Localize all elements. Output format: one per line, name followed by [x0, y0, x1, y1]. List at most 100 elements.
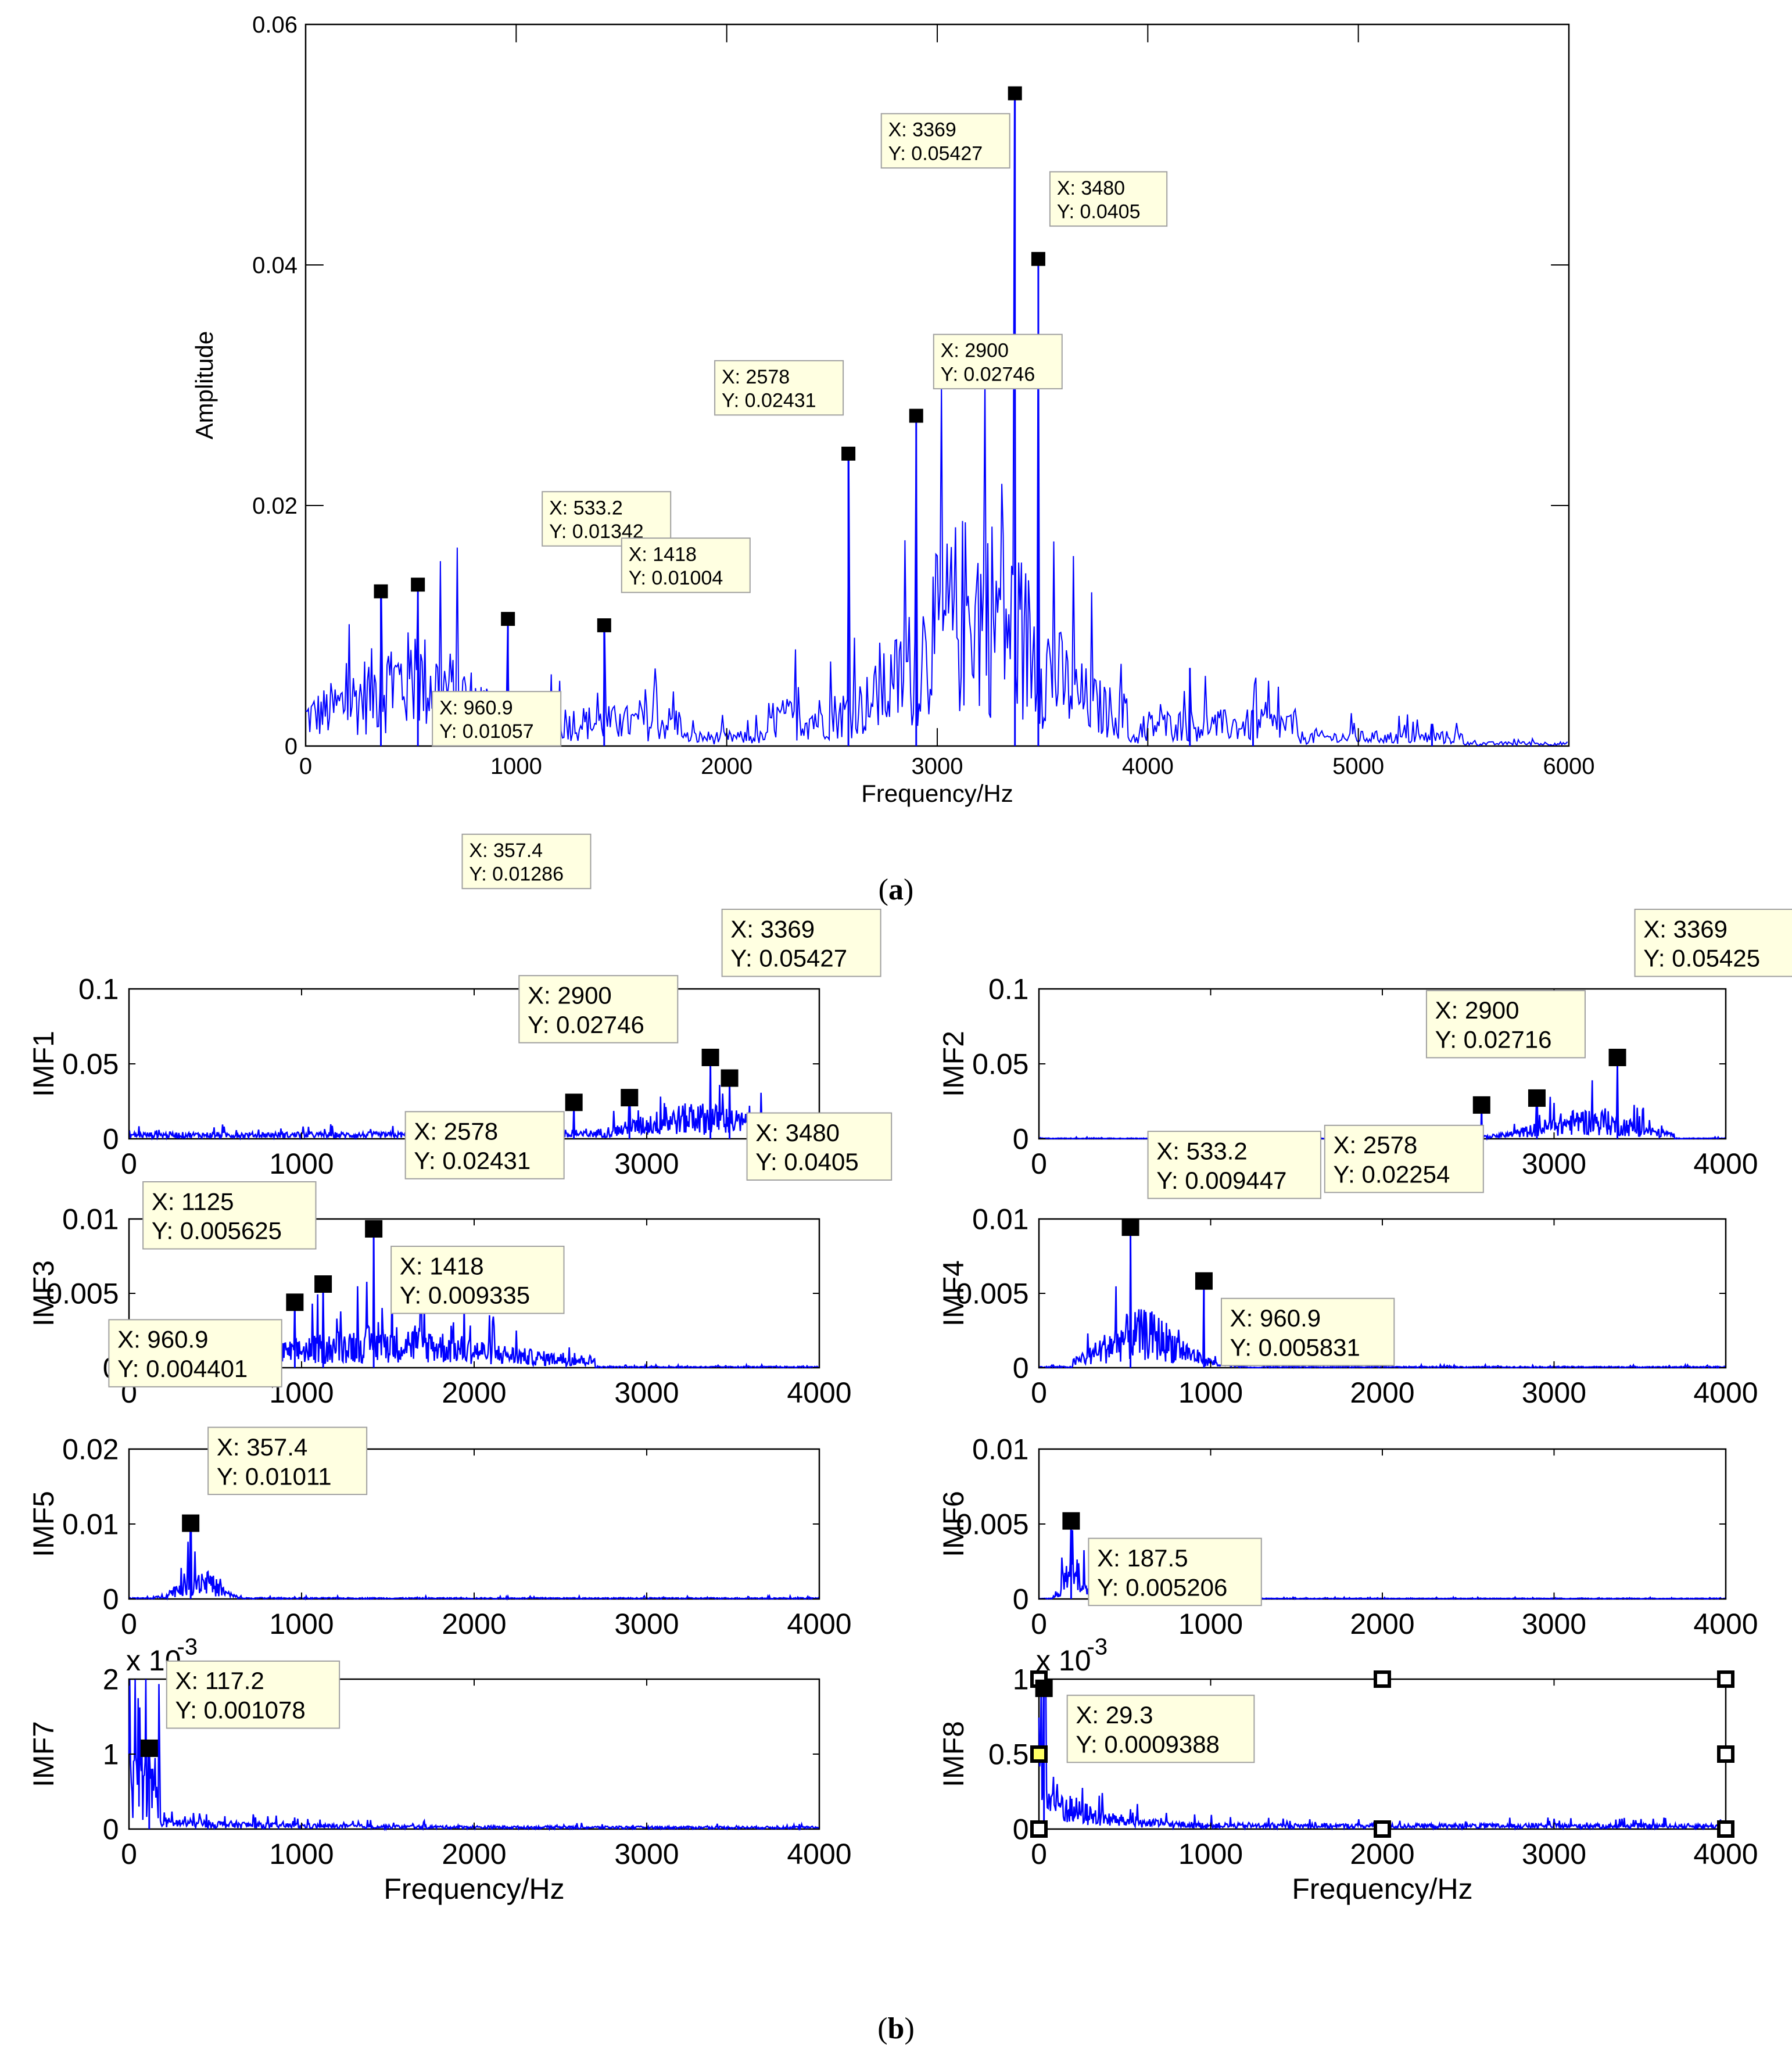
datatip-box-imf2-1 [1425, 989, 1586, 1059]
caption-b: (b) [877, 2012, 915, 2045]
datatip-marker-imf2-0[interactable] [1472, 1096, 1490, 1114]
datatip-marker-a-5[interactable] [909, 408, 923, 423]
datatip-y-imf1-0: Y: 0.02431 [414, 1147, 531, 1174]
datatip-x-a-6: X: 3369 [888, 119, 956, 141]
selection-handle-4[interactable] [1717, 1745, 1734, 1763]
ytick-label-imf3-2: 0.01 [62, 1203, 119, 1236]
datatip-marker-imf4-0[interactable] [1121, 1218, 1139, 1236]
datatip-marker-imf2-2[interactable] [1608, 1049, 1626, 1067]
datatip-marker-a-7[interactable] [1031, 252, 1045, 266]
ytick-label-imf7-0: 0 [103, 1813, 119, 1846]
datatip-y-imf4-0: Y: 0.009447 [1156, 1167, 1286, 1194]
xtick-label-imf7-0: 0 [121, 1838, 137, 1870]
xtick-label-imf5-3: 3000 [614, 1608, 679, 1640]
datatip-y-imf6-0: Y: 0.005206 [1097, 1573, 1227, 1601]
datatip-marker-a-4[interactable] [841, 446, 856, 461]
xtick-label-a-2: 2000 [701, 754, 752, 779]
xtick-label-imf7-2: 2000 [442, 1838, 506, 1870]
datatip-box-a-7 [1049, 171, 1168, 227]
y-axis-label-imf1: IMF1 [27, 1031, 60, 1097]
datatip-marker-imf3-2[interactable] [365, 1220, 383, 1238]
ytick-label-imf7-1: 1 [103, 1738, 119, 1771]
ytick-label-imf1-0: 0 [103, 1123, 119, 1156]
selection-handle-3[interactable] [1030, 1745, 1048, 1763]
datatip-marker-imf7-0[interactable] [140, 1739, 158, 1757]
datatip-box-imf1-2 [721, 908, 881, 977]
xtick-label-a-5: 5000 [1332, 754, 1384, 779]
datatip-marker-a-1[interactable] [411, 578, 425, 592]
datatip-marker-imf1-3[interactable] [721, 1069, 739, 1087]
datatip-y-a-0: Y: 0.01286 [469, 863, 564, 885]
datatip-box-imf3-1 [142, 1181, 317, 1250]
xtick-label-a-0: 0 [299, 754, 312, 779]
datatip-x-imf3-0: X: 960.9 [117, 1326, 208, 1353]
datatip-box-imf1-0 [404, 1111, 565, 1179]
selection-handle-7[interactable] [1717, 1820, 1734, 1838]
datatip-marker-imf4-1[interactable] [1195, 1272, 1213, 1290]
datatip-y-imf2-2: Y: 0.05425 [1643, 945, 1760, 972]
xtick-label-imf2-3: 3000 [1522, 1148, 1586, 1180]
datatip-y-imf7-0: Y: 0.001078 [175, 1697, 306, 1724]
ytick-label-imf8-0: 0 [1013, 1813, 1029, 1846]
xtick-label-imf3-4: 4000 [787, 1376, 851, 1409]
datatip-box-a-5 [933, 334, 1063, 390]
datatip-marker-a-3[interactable] [597, 618, 611, 633]
datatip-box-a-3 [621, 537, 751, 593]
ytick-label-imf5-1: 0.01 [62, 1508, 119, 1541]
xtick-label-imf6-4: 4000 [1693, 1608, 1758, 1640]
xtick-label-imf1-1: 1000 [269, 1148, 334, 1180]
datatip-marker-imf1-0[interactable] [565, 1093, 583, 1111]
selection-handle-1[interactable] [1374, 1670, 1391, 1688]
ytick-label-imf2-2: 0.1 [988, 973, 1029, 1006]
selection-handle-5[interactable] [1030, 1820, 1048, 1838]
datatip-box-imf3-2 [390, 1246, 565, 1314]
datatip-y-imf8-0: Y: 0.0009388 [1076, 1730, 1220, 1758]
xtick-label-imf5-2: 2000 [442, 1608, 506, 1640]
xtick-label-imf6-3: 3000 [1522, 1608, 1586, 1640]
datatip-marker-imf6-0[interactable] [1062, 1512, 1080, 1530]
datatip-y-imf3-0: Y: 0.004401 [117, 1355, 248, 1382]
y-axis-label-imf3: IMF3 [27, 1260, 60, 1326]
caption-a: (a) [879, 873, 914, 906]
datatip-marker-imf1-1[interactable] [621, 1089, 639, 1107]
ytick-label-imf5-0: 0 [103, 1583, 119, 1616]
datatip-marker-imf3-0[interactable] [286, 1293, 304, 1311]
datatip-box-imf6-0 [1088, 1537, 1262, 1607]
datatip-y-a-3: Y: 0.01004 [629, 567, 723, 589]
datatip-marker-a-6[interactable] [1008, 86, 1022, 101]
selection-handle-6[interactable] [1374, 1820, 1391, 1838]
ytick-label-a-0: 0 [285, 734, 298, 759]
datatip-marker-imf5-0[interactable] [182, 1514, 200, 1532]
datatip-x-imf2-1: X: 2900 [1435, 996, 1519, 1024]
datatip-marker-imf8-0[interactable] [1035, 1679, 1053, 1697]
x-axis-label-imf7: Frequency/Hz [384, 1873, 564, 1905]
datatip-marker-imf3-1[interactable] [314, 1275, 332, 1293]
xtick-label-imf7-1: 1000 [269, 1838, 334, 1870]
datatip-marker-imf1-2[interactable] [701, 1048, 719, 1066]
ytick-label-imf4-0: 0 [1013, 1352, 1029, 1385]
datatip-box-imf4-1 [1220, 1297, 1395, 1367]
datatip-box-imf2-2 [1634, 909, 1792, 977]
xtick-label-imf8-2: 2000 [1350, 1838, 1414, 1870]
selection-handle-2[interactable] [1717, 1670, 1734, 1688]
datatip-box-imf8-0 [1066, 1694, 1255, 1763]
datatip-x-imf1-0: X: 2578 [414, 1118, 498, 1145]
datatip-y-a-4: Y: 0.02431 [722, 390, 816, 412]
datatip-x-imf2-2: X: 3369 [1643, 915, 1728, 942]
y-axis-label-imf4: IMF4 [937, 1260, 970, 1326]
datatip-marker-a-2[interactable] [501, 612, 515, 626]
xtick-label-imf7-4: 4000 [787, 1838, 851, 1870]
xtick-label-imf2-0: 0 [1031, 1148, 1047, 1180]
datatip-marker-imf2-1[interactable] [1528, 1089, 1546, 1107]
xtick-label-a-3: 3000 [912, 754, 963, 779]
datatip-x-imf4-1: X: 960.9 [1230, 1304, 1321, 1332]
datatip-marker-a-0[interactable] [374, 584, 388, 598]
scale-exp-imf7: -3 [177, 1634, 198, 1660]
x-axis-label-imf8: Frequency/Hz [1292, 1873, 1472, 1905]
xtick-label-imf8-0: 0 [1031, 1838, 1047, 1870]
ytick-label-imf1-1: 0.05 [62, 1048, 119, 1081]
